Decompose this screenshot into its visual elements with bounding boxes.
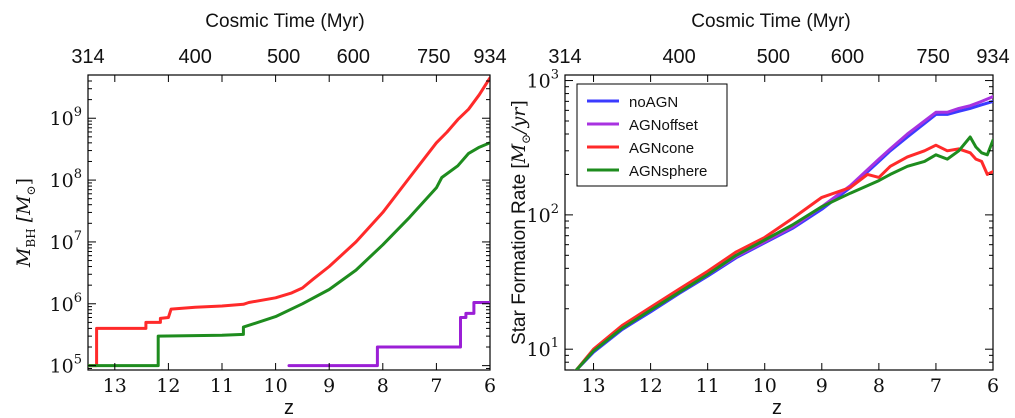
y-tick-label: 107 bbox=[50, 229, 82, 254]
series-group bbox=[88, 76, 490, 368]
y-tick-label: 102 bbox=[527, 202, 559, 227]
y-tick-exponent: 6 bbox=[74, 291, 82, 306]
y-tick-label: 101 bbox=[527, 336, 559, 361]
series-group bbox=[574, 95, 993, 370]
top-tick-label: 500 bbox=[757, 46, 790, 68]
x-tick-label: 10 bbox=[753, 375, 777, 397]
y-tick-base: 10 bbox=[50, 232, 74, 254]
series-line-line-2 bbox=[287, 301, 490, 368]
top-tick-label: 600 bbox=[831, 46, 864, 68]
top-axis-label: Cosmic Time (Myr) bbox=[691, 11, 850, 32]
top-tick-label: 934 bbox=[976, 46, 1009, 68]
x-tick-label: 8 bbox=[377, 375, 389, 397]
y-tick-base: 10 bbox=[50, 356, 74, 378]
y-tick-base: 10 bbox=[50, 294, 74, 316]
series-line-agncone bbox=[574, 143, 993, 370]
y-tick-base: 10 bbox=[50, 170, 74, 192]
y-tick-base: 10 bbox=[527, 71, 551, 93]
y-tick-base: 10 bbox=[50, 108, 74, 130]
y-label-unit-rest: /yr bbox=[508, 106, 530, 136]
legend: noAGN AGNoffset AGNcone AGNsphere bbox=[576, 83, 728, 187]
y-tick-base: 10 bbox=[527, 205, 551, 227]
series-line-agnsphere bbox=[574, 135, 993, 370]
x-tick-label: 6 bbox=[484, 375, 496, 397]
top-tick-label: 934 bbox=[473, 46, 506, 68]
x-tick-label: 8 bbox=[873, 375, 885, 397]
top-tick-label: 500 bbox=[267, 46, 300, 68]
top-tick-label: 400 bbox=[662, 46, 695, 68]
y-label-unit: M bbox=[508, 143, 530, 164]
y-axis-label: Star Formation Rate [M⊙/yr] bbox=[508, 100, 533, 345]
y-label-subscript: BH bbox=[24, 228, 38, 247]
top-axis-label: Cosmic Time (Myr) bbox=[205, 11, 364, 32]
y-axis-label: MBH [M⊙] bbox=[13, 178, 38, 268]
series-line-line-0 bbox=[88, 76, 490, 368]
y-label-close: ] bbox=[13, 178, 35, 185]
x-tick-label: 7 bbox=[930, 375, 942, 397]
legend-label-agnoffset: AGNoffset bbox=[629, 117, 699, 134]
y-label-unit-subscript: ⊙ bbox=[519, 134, 533, 144]
y-tick-base: 10 bbox=[527, 339, 551, 361]
plot-frame bbox=[564, 74, 994, 371]
y-label-text: Star Formation Rate [ bbox=[509, 163, 530, 345]
y-tick-exponent: 5 bbox=[74, 353, 82, 368]
x-tick-label: 9 bbox=[816, 375, 828, 397]
top-tick-label: 750 bbox=[417, 46, 450, 68]
x-tick-label: 7 bbox=[430, 375, 442, 397]
y-label-unit: [M bbox=[13, 195, 35, 228]
x-axis-label: z bbox=[284, 397, 294, 418]
x-tick-label: 12 bbox=[156, 375, 180, 397]
y-tick-exponent: 3 bbox=[551, 68, 559, 83]
x-tick-label: 13 bbox=[103, 375, 127, 397]
top-tick-label: 314 bbox=[71, 46, 104, 68]
x-tick-label: 12 bbox=[639, 375, 663, 397]
legend-label-agnsphere: AGNsphere bbox=[629, 163, 707, 180]
legend-label-noagn: noAGN bbox=[629, 94, 678, 111]
top-tick-label: 750 bbox=[916, 46, 949, 68]
y-tick-exponent: 2 bbox=[551, 202, 559, 217]
legend-label-agncone: AGNcone bbox=[629, 140, 694, 157]
x-tick-label: 9 bbox=[323, 375, 335, 397]
y-label-unit-subscript: ⊙ bbox=[24, 185, 38, 195]
x-tick-label: 11 bbox=[210, 375, 234, 397]
series-line-line-1 bbox=[88, 141, 490, 368]
y-tick-label: 105 bbox=[50, 353, 82, 378]
x-tick-label: 11 bbox=[696, 375, 720, 397]
y-tick-label: 108 bbox=[50, 167, 82, 192]
x-axis-label: z bbox=[772, 397, 782, 418]
y-tick-exponent: 9 bbox=[74, 105, 82, 120]
x-tick-label: 10 bbox=[264, 375, 288, 397]
y-tick-exponent: 1 bbox=[551, 336, 559, 351]
top-tick-label: 600 bbox=[337, 46, 370, 68]
y-label-close: ] bbox=[508, 100, 530, 107]
y-tick-label: 109 bbox=[50, 105, 82, 130]
y-tick-exponent: 8 bbox=[74, 167, 82, 182]
y-tick-label: 103 bbox=[527, 68, 559, 93]
y-tick-exponent: 7 bbox=[74, 229, 82, 244]
top-tick-label: 400 bbox=[179, 46, 212, 68]
top-tick-label: 314 bbox=[548, 46, 581, 68]
y-tick-label: 106 bbox=[50, 291, 82, 316]
y-label-symbol: M bbox=[13, 247, 35, 268]
x-tick-label: 6 bbox=[987, 375, 999, 397]
plot-frame bbox=[87, 74, 491, 371]
x-tick-label: 13 bbox=[581, 375, 605, 397]
